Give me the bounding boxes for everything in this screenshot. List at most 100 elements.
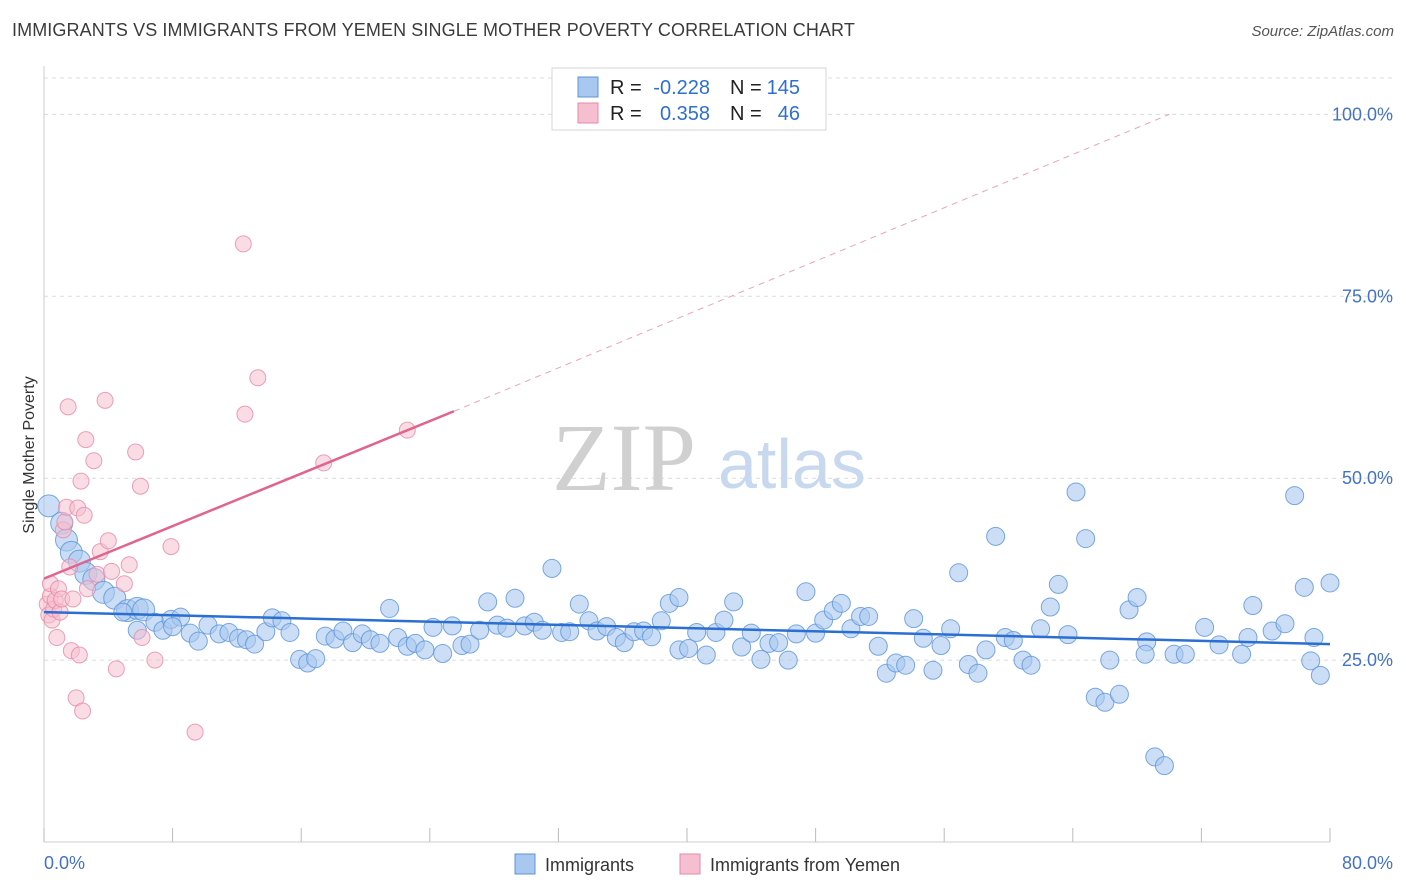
point-immigrants [904,609,924,629]
point-immigrants [1154,756,1174,776]
point-yemen [103,562,121,580]
point-immigrants [306,649,326,669]
point-immigrants [433,644,453,664]
point-immigrants [478,592,498,612]
point-immigrants [1100,650,1120,670]
point-immigrants [986,526,1006,546]
point-immigrants [913,628,933,648]
point-immigrants [188,631,208,651]
point-immigrants [786,624,806,644]
point-immigrants [1238,628,1258,648]
point-yemen [127,443,145,461]
point-yemen [131,477,149,495]
point-immigrants [1127,588,1147,608]
point-immigrants [751,649,771,669]
chart-title: IMMIGRANTS VS IMMIGRANTS FROM YEMEN SING… [12,20,855,40]
legend-swatch-blue [577,76,599,98]
point-immigrants [831,593,851,613]
watermark-zip: ZIP [552,404,696,511]
point-immigrants [796,582,816,602]
legend-yemen-swatch [679,853,701,875]
point-immigrants [470,620,490,640]
point-yemen [88,565,106,583]
point-immigrants [732,637,752,657]
point-immigrants [687,622,707,642]
point-yemen [249,369,267,387]
source-label: Source: ZipAtlas.com [1251,23,1394,40]
point-yemen [75,506,93,524]
series-legend: Immigrants Immigrants from Yemen [514,853,900,875]
point-immigrants [1095,692,1115,712]
point-yemen [70,646,88,664]
x-tick-label-80: 80.0% [1342,853,1393,873]
point-immigrants [769,633,789,653]
point-immigrants [1066,482,1086,502]
trend-lines [43,113,1331,646]
point-immigrants [896,655,916,675]
point-immigrants [1294,577,1314,597]
axes [43,66,1331,843]
point-immigrants [569,594,589,614]
y-tick-labels: 25.0% 50.0% 75.0% 100.0% [1332,104,1393,670]
point-immigrants [778,650,798,670]
point-immigrants [1076,529,1096,549]
point-immigrants [968,663,988,683]
watermark-atlas: atlas [718,425,866,503]
point-immigrants [868,636,888,656]
point-immigrants [1195,617,1215,637]
point-immigrants [1175,644,1195,664]
point-immigrants [679,638,699,658]
point-yemen [56,513,74,531]
point-immigrants [1040,597,1060,617]
point-yemen [186,723,204,741]
y-axis-title: Single Mother Poverty [21,376,38,533]
point-immigrants [505,588,525,608]
legend-n-value-1: 145 [767,77,800,99]
legend-r-value-1: -0.228 [653,77,710,99]
point-immigrants [1304,628,1324,648]
point-immigrants [415,640,435,660]
point-yemen [72,472,90,490]
trend-line-yemen [43,410,455,580]
y-tick-label-25: 25.0% [1342,650,1393,670]
point-immigrants [976,640,996,660]
point-immigrants [113,602,133,622]
legend-r-label-2: R = [610,103,642,125]
point-yemen [59,398,77,416]
point-immigrants [923,660,943,680]
point-immigrants [1031,619,1051,639]
point-immigrants [280,622,300,642]
point-immigrants [1232,644,1252,664]
point-immigrants [1003,630,1023,650]
point-yemen [234,235,252,253]
point-immigrants [1301,651,1321,671]
point-yemen [120,556,138,574]
x-tick-label-0: 0.0% [44,853,85,873]
legend-n-label-1: N = [730,77,762,99]
point-immigrants [380,598,400,618]
point-immigrants [542,558,562,578]
point-immigrants [642,627,662,647]
point-immigrants [1109,684,1129,704]
point-immigrants [1320,573,1340,593]
point-immigrants [724,592,744,612]
point-yemen [74,702,92,720]
point-yemen [107,660,125,678]
point-immigrants [859,606,879,626]
point-immigrants [669,588,689,608]
point-immigrants [442,616,462,636]
point-immigrants [560,622,580,642]
point-immigrants [1021,655,1041,675]
point-yemen [146,651,164,669]
legend-n-label-2: N = [730,103,762,125]
point-yemen [78,580,96,598]
point-immigrants [931,636,951,656]
legend-r-label-1: R = [610,77,642,99]
grid [44,77,1392,661]
point-immigrants [949,563,969,583]
point-immigrants [1285,486,1305,506]
point-yemen [64,590,82,608]
point-immigrants [1058,625,1078,645]
y-tick-label-50: 50.0% [1342,468,1393,488]
correlation-legend: R = -0.228 N = 145 R = 0.358 N = 46 [551,67,827,131]
